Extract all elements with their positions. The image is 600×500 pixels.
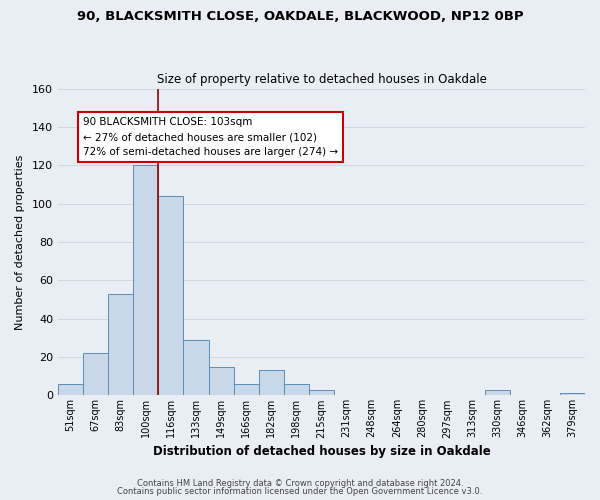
Bar: [133, 166, 158, 396]
Bar: [284, 384, 309, 396]
Title: Size of property relative to detached houses in Oakdale: Size of property relative to detached ho…: [157, 73, 487, 86]
Bar: [158, 196, 184, 396]
Bar: [184, 340, 209, 396]
Bar: [560, 394, 585, 396]
Bar: [485, 390, 510, 396]
Bar: [58, 384, 83, 396]
Bar: [108, 294, 133, 396]
Text: 90 BLACKSMITH CLOSE: 103sqm
← 27% of detached houses are smaller (102)
72% of se: 90 BLACKSMITH CLOSE: 103sqm ← 27% of det…: [83, 118, 338, 157]
Text: Contains public sector information licensed under the Open Government Licence v3: Contains public sector information licen…: [118, 487, 482, 496]
Bar: [209, 366, 233, 396]
Bar: [309, 390, 334, 396]
Y-axis label: Number of detached properties: Number of detached properties: [15, 154, 25, 330]
Bar: [83, 353, 108, 396]
Bar: [233, 384, 259, 396]
Text: 90, BLACKSMITH CLOSE, OAKDALE, BLACKWOOD, NP12 0BP: 90, BLACKSMITH CLOSE, OAKDALE, BLACKWOOD…: [77, 10, 523, 23]
Bar: [259, 370, 284, 396]
X-axis label: Distribution of detached houses by size in Oakdale: Distribution of detached houses by size …: [152, 444, 490, 458]
Text: Contains HM Land Registry data © Crown copyright and database right 2024.: Contains HM Land Registry data © Crown c…: [137, 478, 463, 488]
